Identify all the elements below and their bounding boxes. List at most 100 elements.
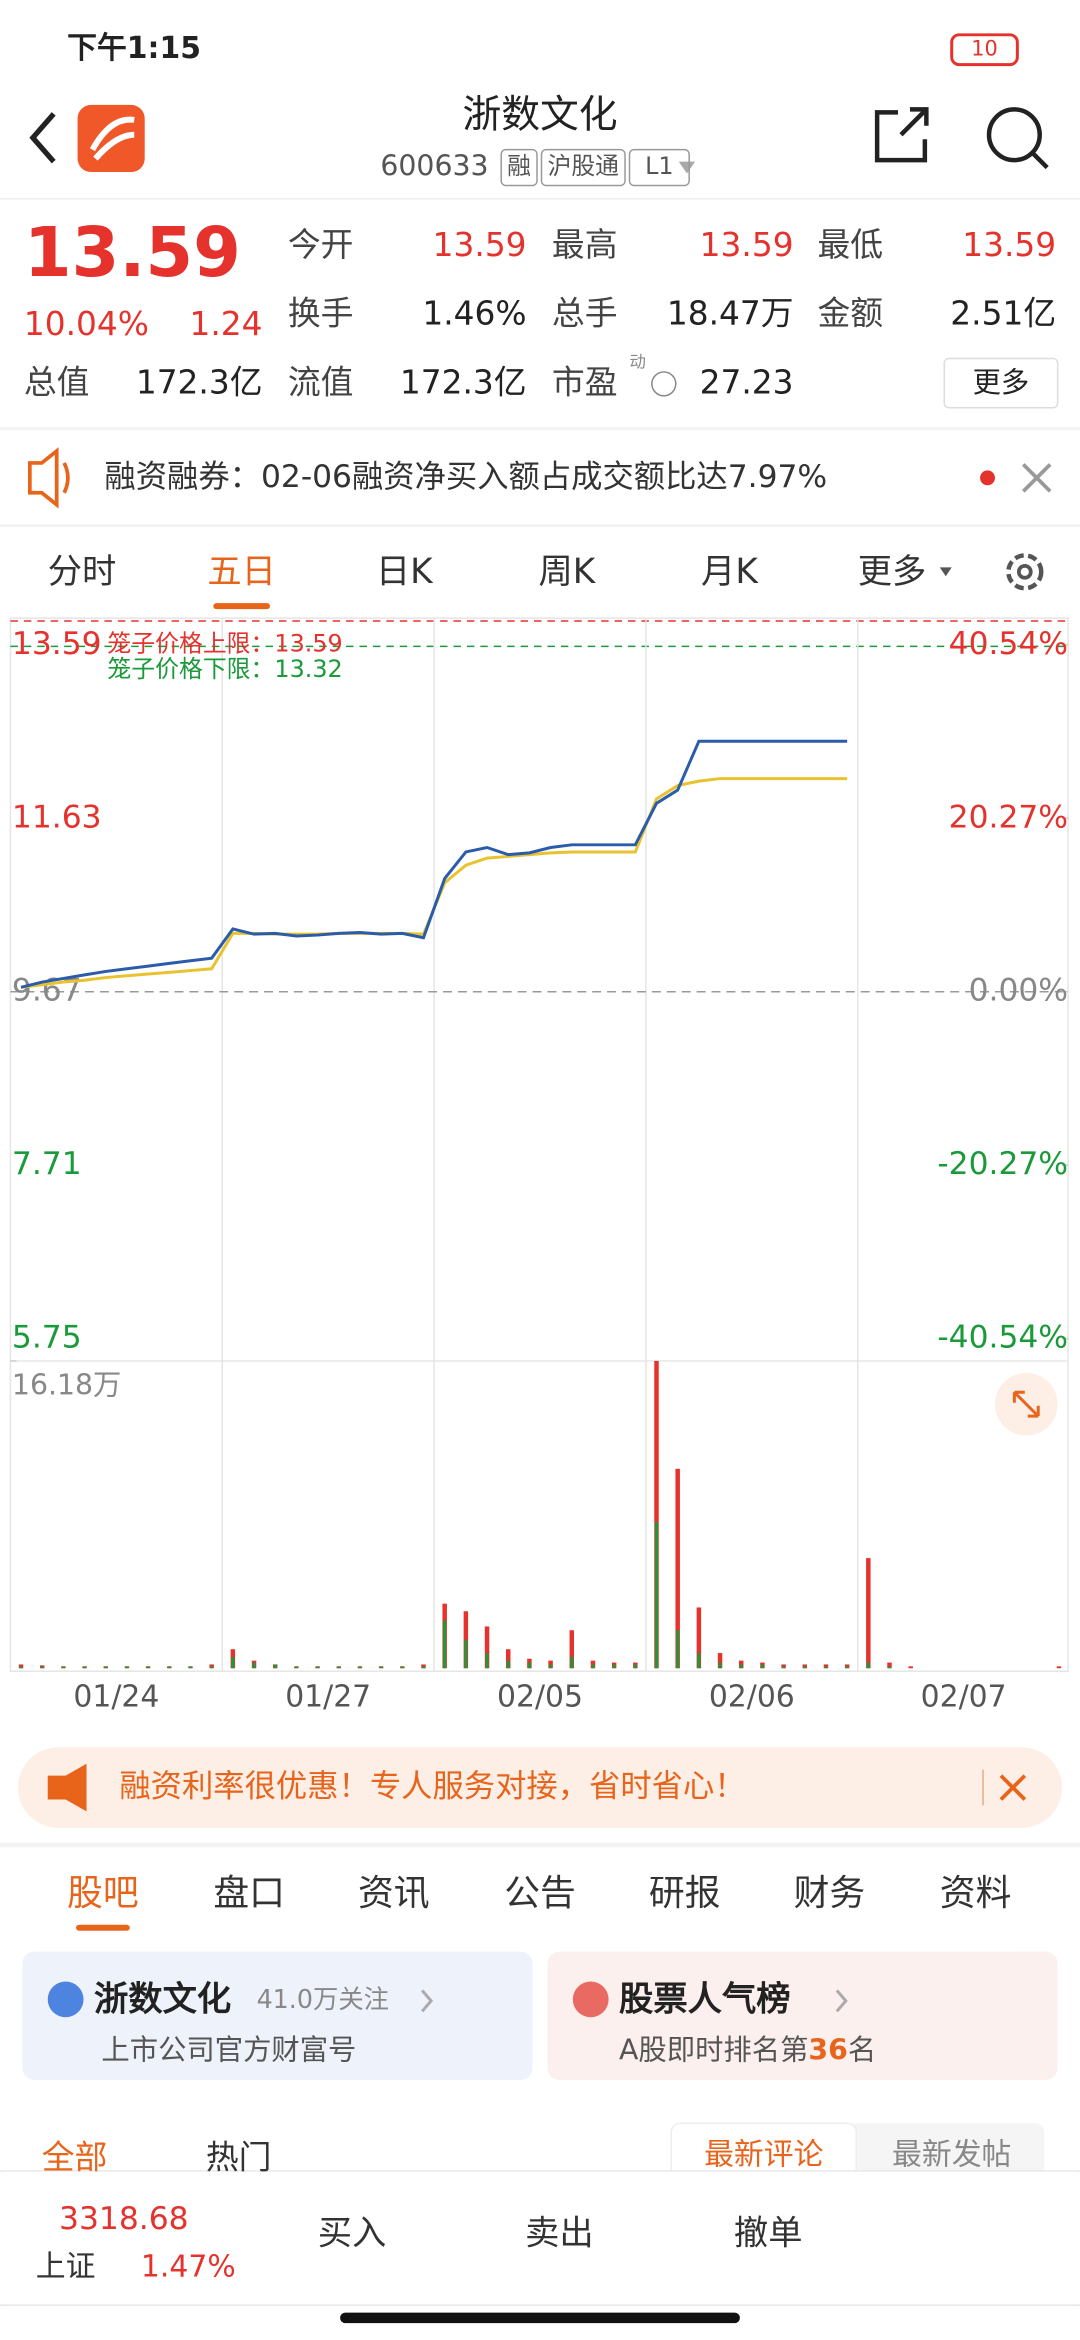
annotation: 笼子价格下限：13.32 [107, 655, 342, 683]
field-label: 今开 [288, 226, 354, 264]
y2-tick-label: 40.54% [949, 626, 1068, 662]
share-button[interactable] [874, 107, 929, 163]
sort-tab[interactable]: 最新发帖 [892, 2138, 1011, 2173]
volume-bar [739, 1664, 743, 1669]
y-tick-label: 13.59 [12, 626, 102, 662]
unread-dot [980, 470, 995, 486]
company-card[interactable] [22, 1951, 533, 2080]
section-tab[interactable]: 资料 [940, 1873, 1012, 1914]
section-tab[interactable]: 研报 [649, 1873, 721, 1914]
company-icon [47, 1981, 84, 2018]
volume-bar [824, 1666, 828, 1669]
action-button[interactable]: 买入 [318, 2214, 387, 2254]
volume-bar [104, 1666, 108, 1669]
more-button[interactable] [943, 357, 1059, 409]
card-title[interactable]: 浙数文化 [94, 1979, 231, 2019]
volume-bar [866, 1558, 871, 1669]
notice-text: 融资融券：02-06融资净买入额占成交额比达7.97% [104, 459, 827, 495]
x-tick-label: 02/07 [921, 1680, 1007, 1715]
period-tab[interactable]: 五日 [207, 552, 276, 592]
index-change: 1.47% [141, 2249, 236, 2284]
settings-button[interactable] [1006, 553, 1044, 591]
section-tab[interactable]: 股吧 [67, 1873, 139, 1914]
promo-banner[interactable] [17, 1747, 1063, 1828]
sort-tab[interactable]: 最新评论 [704, 2138, 823, 2173]
volume-bar [549, 1664, 553, 1669]
period-tab[interactable]: 日K [376, 552, 434, 592]
bottom-cover [0, 2172, 1080, 2304]
feed-tab[interactable]: 热门 [206, 2139, 272, 2177]
volume-bar [887, 1662, 892, 1669]
promo-text[interactable]: 融资利率很优惠！专人服务对接，省时省心！ [119, 1769, 745, 1805]
notice-wave [62, 462, 70, 494]
search-button[interactable] [986, 107, 1042, 163]
tag-box [500, 148, 538, 187]
field-value: 27.23 [700, 363, 794, 401]
card-title[interactable]: 股票人气榜 [619, 1979, 791, 2019]
y-tick-label: 7.71 [12, 1146, 82, 1182]
field-value: 1.46% [422, 295, 526, 333]
more-label[interactable]: 更多 [973, 366, 1030, 399]
dropdown-arrow[interactable] [678, 161, 696, 174]
tab-underline [213, 603, 270, 610]
notice-close[interactable] [1021, 463, 1052, 493]
ranking-card[interactable] [547, 1951, 1058, 2080]
field-value: 18.47万 [667, 295, 794, 333]
section-tab[interactable]: 资讯 [358, 1873, 430, 1914]
index-value[interactable]: 3318.68 [59, 2201, 189, 2237]
x-tick-label: 02/06 [709, 1680, 795, 1715]
action-button[interactable]: 卖出 [525, 2214, 594, 2254]
volume-bar [337, 1666, 341, 1669]
card-desc: 上市公司官方财富号 [101, 2034, 356, 2067]
stock-code: 600633 [380, 150, 488, 183]
promo-close[interactable] [999, 1774, 1027, 1801]
home-indicator [340, 2312, 740, 2324]
volume-bar [83, 1666, 87, 1669]
field-label: 流值 [288, 363, 354, 401]
app-logo [77, 104, 145, 173]
field-label: 换手 [288, 295, 354, 333]
pe-note: 动 [630, 352, 646, 371]
y-tick-label: 16.18万 [12, 1368, 121, 1401]
volume-bar [697, 1653, 701, 1669]
field-label: 市盈 [552, 363, 618, 401]
volume-bar [400, 1666, 404, 1669]
y-tick-label: 5.75 [12, 1320, 82, 1356]
volume-bar [505, 1649, 511, 1669]
y2-tick-label: -20.27% [937, 1146, 1068, 1182]
period-tab[interactable]: 周K [538, 552, 596, 592]
section-tab[interactable]: 财务 [794, 1873, 866, 1914]
y-tick-label: 11.63 [12, 799, 102, 835]
back-button[interactable] [29, 112, 56, 164]
field-value: 172.3亿 [136, 363, 263, 401]
expand-icon [1012, 1390, 1040, 1418]
divider [0, 524, 1080, 528]
volume-bar [464, 1639, 468, 1669]
volume-bar [675, 1468, 680, 1669]
section-tab[interactable]: 盘口 [213, 1873, 285, 1914]
period-tab[interactable]: 月K [701, 552, 759, 592]
feed-tab[interactable]: 全部 [42, 2139, 108, 2177]
card-followers: 41.0万关注 [257, 1984, 389, 2014]
period-tab[interactable]: 更多 [858, 552, 927, 592]
annotation: 笼子价格上限：13.59 [107, 629, 342, 657]
period-tab[interactable]: 分时 [48, 552, 117, 592]
search-handle [1030, 151, 1049, 170]
volume-bar [61, 1666, 65, 1669]
change: 1.24 [190, 305, 263, 343]
volume-bar [167, 1666, 171, 1669]
volume-bar [803, 1666, 807, 1669]
field-label: 最高 [552, 226, 618, 264]
volume-bar [717, 1653, 723, 1669]
volume-bar [569, 1630, 575, 1669]
field-value: 172.3亿 [400, 363, 527, 401]
price: 13.59 [24, 213, 241, 293]
action-button[interactable]: 撤单 [734, 2214, 803, 2254]
volume-bar [908, 1666, 913, 1669]
y2-tick-label: 20.27% [949, 799, 1068, 835]
volume-bar [591, 1664, 595, 1669]
volume-bar [654, 1360, 659, 1669]
section-tab[interactable]: 公告 [504, 1873, 576, 1914]
volume-bar [866, 1662, 870, 1669]
